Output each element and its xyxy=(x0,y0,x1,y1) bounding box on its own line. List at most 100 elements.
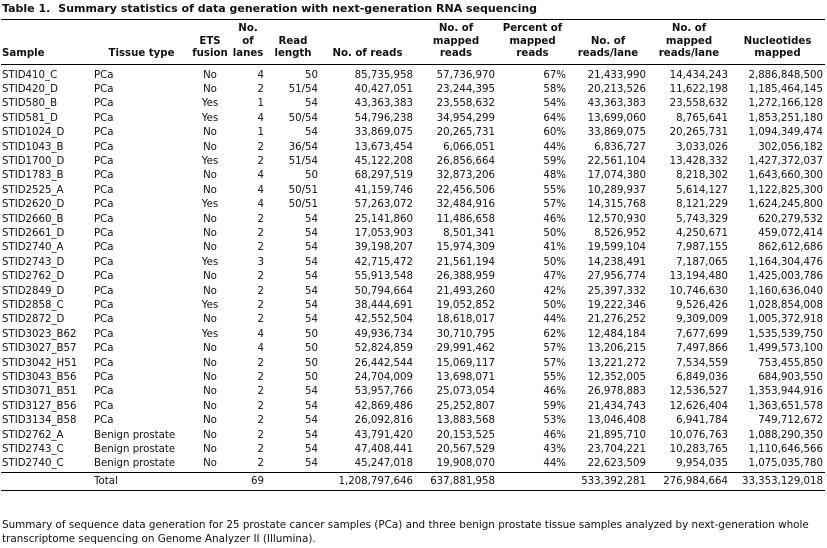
table-cell: 50/51 xyxy=(288,184,318,196)
table-cell: 862,612,686 xyxy=(758,242,823,254)
table-cell: 13,221,272 xyxy=(587,357,646,369)
table-cell: 8,501,341 xyxy=(443,227,495,239)
table-cell: No xyxy=(203,170,217,182)
table-cell: 2,886,848,500 xyxy=(748,69,823,81)
column-header: Tissue type xyxy=(108,48,175,59)
table-cell: 2 xyxy=(257,386,264,398)
table-cell: 7,497,866 xyxy=(676,343,728,355)
table-cell: 59% xyxy=(543,400,566,412)
table-cell: 53,957,766 xyxy=(354,386,413,398)
table-cell: PCa xyxy=(94,227,114,239)
table-cell: 46% xyxy=(543,213,566,225)
table-cell: No xyxy=(203,386,217,398)
table-cell: 21,561,194 xyxy=(436,256,495,268)
empty-cell xyxy=(266,472,320,490)
table-cell: PCa xyxy=(94,242,114,254)
table-cell: 2 xyxy=(257,415,264,427)
table-cell: 1,075,035,780 xyxy=(748,458,823,470)
table-cell: 50/51 xyxy=(288,199,318,211)
table-cell: 20,153,525 xyxy=(436,429,495,441)
table-cell: 50 xyxy=(305,372,318,384)
table-cell: 46% xyxy=(543,386,566,398)
table-cell: 1,535,539,750 xyxy=(748,328,823,340)
table-cell: 22,623,509 xyxy=(587,458,646,470)
table-cell: STID1043_B xyxy=(2,141,64,153)
table-row: STID581_D PCa Yes 4 50/54 54,796,238 34,954,29… xyxy=(1,112,825,126)
table-cell: 36/54 xyxy=(288,141,318,153)
table-cell: 1,643,660,300 xyxy=(748,170,823,182)
table-cell: 27,956,774 xyxy=(587,271,646,283)
table-cell: PCa xyxy=(94,400,114,412)
table-cell: 15,974,309 xyxy=(436,242,495,254)
table-cell: No xyxy=(203,400,217,412)
empty-cell xyxy=(1,472,93,490)
table-cell: PCa xyxy=(94,98,114,110)
table-cell: 50% xyxy=(543,256,566,268)
table-cell: 4 xyxy=(257,69,264,81)
table-cell: 21,433,990 xyxy=(587,69,646,81)
table-cell: 1,185,464,145 xyxy=(748,83,823,95)
table-label: Table 1. xyxy=(2,2,51,15)
table-cell: 54 xyxy=(305,242,318,254)
table-title: Table 1. Summary statistics of data gener… xyxy=(2,2,537,15)
table-cell: 51/54 xyxy=(288,83,318,95)
table-cell: 41,159,746 xyxy=(354,184,413,196)
table-cell: PCa xyxy=(94,127,114,139)
table-cell: 54 xyxy=(305,444,318,456)
table-cell: 12,536,527 xyxy=(669,386,728,398)
table-cell: No xyxy=(203,141,217,153)
table-cell: 54 xyxy=(305,227,318,239)
table-cell: STID3042_H51 xyxy=(2,357,78,369)
table-cell: PCa xyxy=(94,328,114,340)
table-cell: STID2858_C xyxy=(2,300,64,311)
table-cell: 23,558,632 xyxy=(669,98,728,110)
table-cell: PCa xyxy=(94,213,114,225)
table-row: STID2743_D PCa Yes 3 54 42,715,472 21,561,194 5… xyxy=(1,256,825,270)
table-cell: 44% xyxy=(543,141,566,153)
table-cell: STID2740_C xyxy=(2,458,64,470)
table-cell: 21,434,743 xyxy=(587,400,646,412)
table-cell: 54 xyxy=(305,256,318,268)
table-cell: 9,309,009 xyxy=(676,314,728,326)
table-cell: STID2849_D xyxy=(2,285,65,297)
table-cell: 48% xyxy=(543,170,566,182)
table-head: Sample Tissue type ETS fusion No. of lanes R… xyxy=(1,19,825,64)
total-cell: 533,392,281 xyxy=(581,475,646,487)
table-cell: 749,712,672 xyxy=(758,415,823,427)
table-cell: 1,624,245,800 xyxy=(748,199,823,211)
table-cell: 57% xyxy=(543,343,566,355)
table-cell: 7,187,065 xyxy=(676,256,728,268)
table-row: STID2661_D PCa No 2 54 17,053,903 8,501,341 50%… xyxy=(1,227,825,241)
table-cell: 26,856,664 xyxy=(436,155,495,167)
table-cell: 620,279,532 xyxy=(758,213,823,225)
table-cell: STID3043_B56 xyxy=(2,372,77,384)
total-row: Total 69 1,208,797,646 637,881,958 533,392,2… xyxy=(1,472,825,491)
table-cell: 20,265,731 xyxy=(436,127,495,139)
table-cell: 8,526,952 xyxy=(594,227,646,239)
table-cell: 18,618,017 xyxy=(436,314,495,326)
table-cell: STID2762_D xyxy=(2,271,65,283)
table-row: STID2740_A PCa No 2 54 39,198,207 15,974,309 41… xyxy=(1,241,825,255)
table-cell: 26,092,816 xyxy=(354,415,413,427)
table-foot: Total 69 1,208,797,646 637,881,958 533,392,2… xyxy=(1,472,825,491)
table-cell: 1,427,372,037 xyxy=(748,155,823,167)
table-cell: 23,244,395 xyxy=(436,83,495,95)
table-cell: 50% xyxy=(543,227,566,239)
table-cell: 2 xyxy=(257,300,264,311)
table-cell: 43,791,420 xyxy=(354,429,413,441)
table-cell: 12,484,184 xyxy=(587,328,646,340)
table-cell: 57,263,072 xyxy=(354,199,413,211)
table-cell: 10,289,937 xyxy=(587,184,646,196)
table-row: STID2872_D PCa No 2 54 42,552,504 18,618,017 44… xyxy=(1,313,825,327)
table-cell: No xyxy=(203,184,217,196)
table-cell: 85,735,958 xyxy=(354,69,413,81)
table-cell: STID2743_D xyxy=(2,256,65,268)
table-cell: 46% xyxy=(543,429,566,441)
table-cell: 6,836,727 xyxy=(594,141,646,153)
table-cell: 1,164,304,476 xyxy=(748,256,823,268)
table-cell: 6,066,051 xyxy=(443,141,495,153)
table-cell: 1 xyxy=(257,98,264,110)
table-cell: STID580_B xyxy=(2,98,58,110)
table-cell: 5,743,329 xyxy=(676,213,728,225)
table-cell: 17,074,380 xyxy=(587,170,646,182)
